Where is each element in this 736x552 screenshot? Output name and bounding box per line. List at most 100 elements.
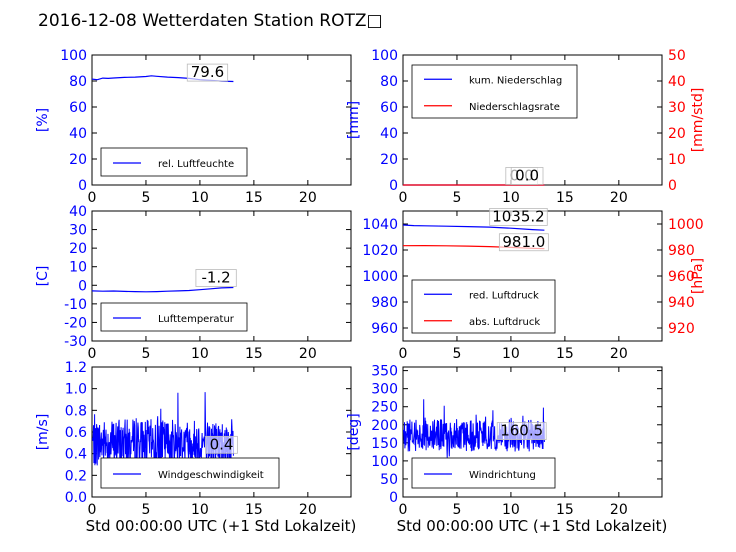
pressure-value-label: 1035.2 (492, 207, 545, 225)
pressure-value-label: 981.0 (502, 233, 545, 251)
humidity-value-label-box (186, 63, 229, 82)
winddir-x-tick-label: 0 (399, 502, 408, 518)
windspeed-y-tick-label: 0.8 (65, 403, 87, 419)
temperature-x-tick-label: 10 (191, 346, 209, 362)
temperature-value-label: -1.2 (201, 269, 230, 287)
temperature-y-tick-label: 10 (69, 260, 87, 276)
pressure-legend-box (411, 279, 556, 334)
precip-y2-tick-label: 20 (668, 126, 686, 142)
winddir-y-tick-label: 0 (389, 490, 398, 506)
windspeed-y-tick-label: 0.4 (65, 447, 87, 463)
temperature-series-line-0 (91, 286, 234, 293)
humidity-x-tick-label: 5 (141, 190, 150, 206)
humidity-legend-box (100, 147, 248, 177)
temperature-y-tick-label: -10 (64, 297, 87, 313)
pressure-y2-tick-label: 920 (668, 321, 695, 337)
temperature-y-tick-label: 0 (78, 278, 87, 294)
windspeed-panel: 0 5 10 15 20 0.0 0.2 0.4 0.6 0.8 1.0 1.2 [m/s] 0.4 Win… (35, 360, 352, 518)
temperature-value-label-box (195, 269, 237, 287)
precip-x-tick-label: 5 (452, 190, 461, 206)
humidity-y-tick-label: 20 (69, 152, 87, 168)
precip-x-tick-label: 0 (399, 190, 408, 206)
humidity-x-tick-label: 20 (299, 190, 317, 206)
temperature-y-tick-label: 20 (69, 241, 87, 257)
pressure-y-tick-label: 980 (371, 295, 398, 311)
winddir-x-tick-label: 5 (452, 502, 461, 518)
temperature-panel: 0 5 10 15 20 -30 -20 -10 0 10 20 30 40 [C] -1.2 Lufttem… (35, 204, 352, 362)
windspeed-y-tick-label: 1.0 (65, 382, 87, 398)
temperature-y-tick-label: 40 (69, 204, 87, 220)
windspeed-value-label-box (205, 435, 238, 454)
pressure-y2-tick-label: 1000 (668, 217, 704, 233)
humidity-y-tick-label: 40 (69, 126, 87, 142)
temperature-y-tick-label: -20 (64, 315, 87, 331)
precip-y2-tick-label: 50 (668, 48, 686, 64)
winddir-x-tick-label: 10 (502, 502, 520, 518)
pressure-x-tick-label: 15 (556, 346, 574, 362)
temperature-y-tick-label: -30 (64, 334, 87, 350)
pressure-y2-tick-label: 980 (668, 243, 695, 259)
winddir-value-label: 160.5 (500, 422, 543, 440)
precip-y-tick-label: 20 (380, 152, 398, 168)
precip-value-label-box (510, 167, 544, 185)
humidity-x-tick-label: 10 (191, 190, 209, 206)
humidity-x-tick-label: 15 (245, 190, 263, 206)
windspeed-x-tick-label: 20 (299, 502, 317, 518)
pressure-value-label-box (498, 233, 549, 252)
windspeed-x-tick-label: 10 (191, 502, 209, 518)
pressure-legend-label: red. Luftdruck (469, 290, 539, 301)
windspeed-y-tick-label: 0.0 (65, 490, 87, 506)
humidity-y-axis-label: [%] (35, 108, 51, 132)
humidity-y-tick-label: 60 (69, 100, 87, 116)
temperature-legend-box (100, 302, 248, 332)
precip-y-tick-label: 100 (371, 48, 398, 64)
precip-y2-tick-label: 0 (668, 178, 677, 194)
windspeed-legend-label: Windgeschwindigkeit (158, 470, 264, 481)
windspeed-x-tick-label: 5 (141, 502, 150, 518)
precip-x-tick-label: 20 (610, 190, 628, 206)
figure-title: 2016-12-08 Wetterdaten Station ROTZ□ (38, 11, 383, 31)
precip-panel: 0 5 10 15 20 0 20 40 60 80 100 0 10 20 30 40 50 [mm/std] [… (346, 48, 706, 206)
humidity-x-tick-label: 0 (88, 190, 97, 206)
winddir-y-tick-label: 150 (371, 436, 398, 452)
winddir-x-tick-label: 20 (610, 502, 628, 518)
windspeed-value-label: 0.4 (210, 435, 234, 453)
x-axis-label-right: Std 00:00:00 UTC (+1 Std Lokalzeit) (397, 517, 668, 535)
windspeed-y-tick-label: 1.2 (65, 360, 87, 376)
winddir-y-tick-label: 100 (371, 454, 398, 470)
winddir-y-axis-label: [deg] (346, 413, 362, 450)
pressure-series-line-0 (402, 224, 545, 231)
pressure-y2-axis-label: [hPa] (690, 258, 706, 294)
precip-x-tick-label: 10 (502, 190, 520, 206)
precip-y2-tick-label: 10 (668, 152, 686, 168)
windspeed-y-tick-label: 0.6 (65, 425, 87, 441)
precip-y-axis-label: [mm] (346, 101, 362, 139)
pressure-x-tick-label: 10 (502, 346, 520, 362)
winddir-y-tick-label: 350 (371, 364, 398, 380)
humidity-y-tick-label: 80 (69, 74, 87, 90)
pressure-value-label-box (489, 207, 548, 226)
humidity-y-tick-label: 100 (60, 48, 87, 64)
temperature-x-tick-label: 0 (88, 346, 97, 362)
windspeed-y-axis-label: [m/s] (35, 414, 51, 451)
winddir-value-label-box (496, 422, 547, 441)
pressure-x-tick-label: 0 (399, 346, 408, 362)
winddir-y-tick-label: 50 (380, 472, 398, 488)
precip-legend-box (411, 64, 578, 119)
precip-y-tick-label: 80 (380, 74, 398, 90)
precip-y2-tick-label: 40 (668, 74, 686, 90)
precip-y2-axis-label: [mm/std] (690, 88, 706, 153)
precip-legend-label: kum. Niederschlag (469, 75, 562, 86)
winddir-legend-box (411, 457, 556, 489)
pressure-y2-tick-label: 940 (668, 295, 695, 311)
winddir-y-tick-label: 250 (371, 400, 398, 416)
winddir-x-tick-label: 15 (556, 502, 574, 518)
windspeed-series-line-0 (92, 392, 234, 476)
pressure-y2-tick-label: 960 (668, 269, 695, 285)
precip-y-tick-label: 0 (389, 178, 398, 194)
pressure-y-tick-label: 1000 (362, 269, 398, 285)
windspeed-x-tick-label: 15 (245, 502, 263, 518)
humidity-y-tick-label: 0 (78, 178, 87, 194)
precip-value-label: 0.0 (515, 166, 539, 184)
